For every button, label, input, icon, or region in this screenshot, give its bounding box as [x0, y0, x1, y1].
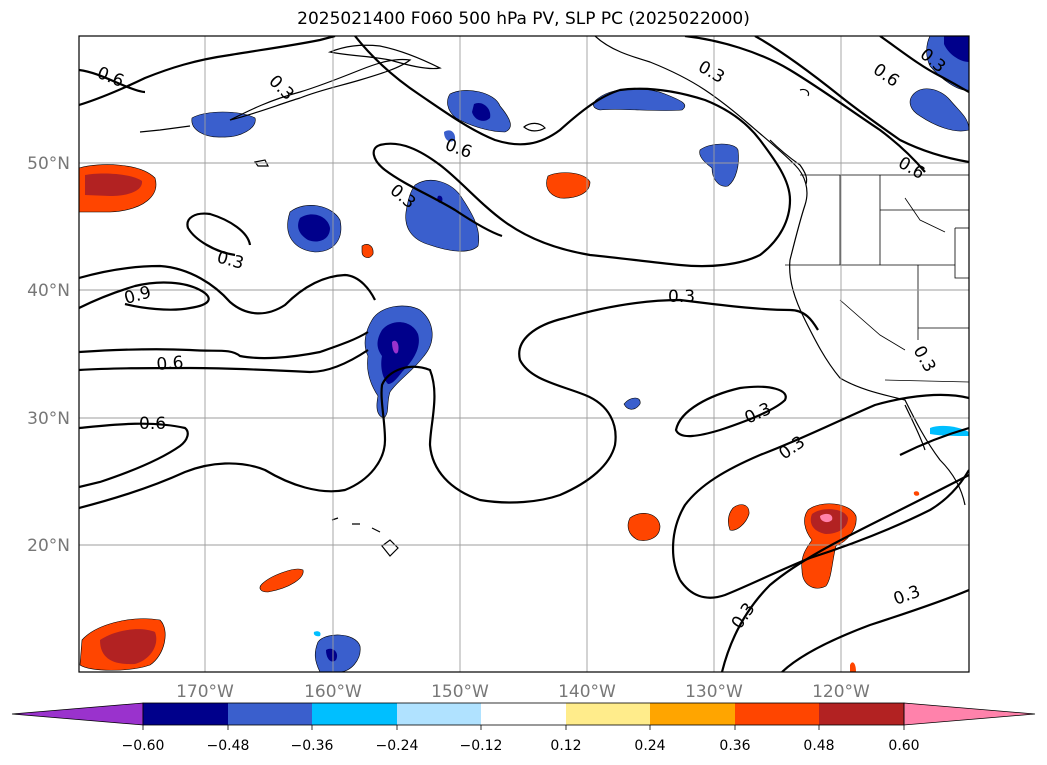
colorbar-segment	[650, 703, 735, 725]
colorbar-extend-min	[11, 702, 144, 726]
colorbar-segment	[143, 703, 228, 725]
colorbar-frame	[142, 702, 905, 726]
colorbar-segment	[566, 703, 650, 725]
map-title: 2025021400 F060 500 hPa PV, SLP PC (2025…	[297, 9, 750, 29]
lon-tick-label: 160°W	[304, 682, 362, 702]
map-plot: 0.6 0.3 0.6 0.3 0.6 0.3 0.6 0.3 0.9 0.6 …	[79, 36, 969, 672]
colorbar-label: 0.48	[803, 738, 834, 754]
lat-tick-label: 20°N	[27, 536, 70, 556]
lon-tick-label: 120°W	[812, 682, 870, 702]
coastlines	[139, 36, 966, 557]
contour-label: 0.6	[139, 414, 166, 434]
lon-tick-label: 150°W	[431, 682, 489, 702]
political-borders	[785, 174, 969, 383]
colorbar: −0.60 −0.48 −0.36 −0.24 −0.12 0.12 0.24 …	[11, 702, 1036, 754]
lon-tick-label: 130°W	[685, 682, 743, 702]
colorbar-label: −0.48	[207, 738, 250, 754]
colorbar-label: −0.24	[376, 738, 419, 754]
colorbar-label: 0.24	[634, 738, 665, 754]
colorbar-extend-max	[903, 702, 1036, 726]
map-frame	[78, 35, 970, 673]
colorbar-label: 0.60	[888, 738, 919, 754]
colorbar-label: 0.12	[550, 738, 581, 754]
colorbar-label: 0.36	[719, 738, 750, 754]
lat-tick-label: 40°N	[27, 281, 70, 301]
contour-label: 0.6	[156, 353, 185, 375]
slp-contours	[79, 36, 969, 672]
colorbar-segment	[819, 703, 904, 725]
contour-label: 0.3	[668, 287, 695, 307]
pv-fill-layer	[79, 36, 969, 672]
longitude-axis: 170°W 160°W 150°W 140°W 130°W 120°W	[176, 682, 870, 702]
colorbar-segment	[735, 703, 819, 725]
colorbar-label: −0.60	[122, 738, 165, 754]
colorbar-ticks	[142, 725, 905, 730]
colorbar-label: −0.12	[460, 738, 503, 754]
lon-tick-label: 170°W	[176, 682, 234, 702]
lon-tick-label: 140°W	[558, 682, 616, 702]
colorbar-segment	[397, 703, 481, 725]
pv-positive-anomaly	[79, 164, 920, 672]
latitude-axis: 50°N 40°N 30°N 20°N	[27, 154, 70, 556]
colorbar-segment	[481, 703, 566, 725]
lat-tick-label: 50°N	[27, 154, 70, 174]
lat-tick-label: 30°N	[27, 409, 70, 429]
colorbar-segment	[228, 703, 312, 725]
graticule	[79, 36, 969, 672]
colorbar-label: −0.36	[291, 738, 334, 754]
colorbar-segment	[312, 703, 397, 725]
